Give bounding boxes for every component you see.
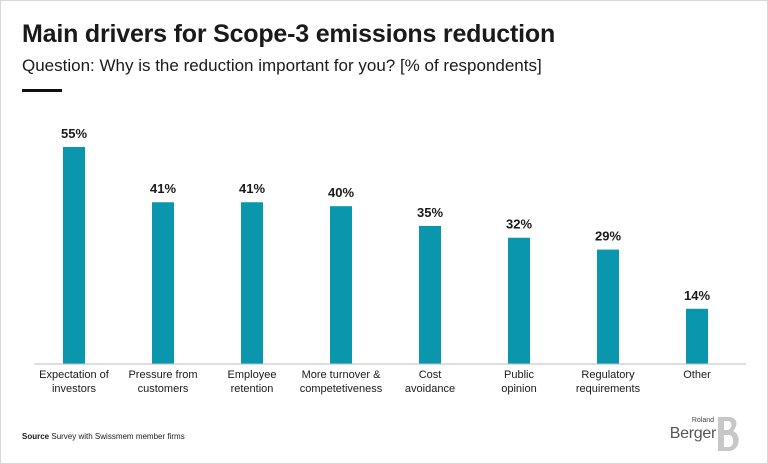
bar-7 (686, 308, 708, 364)
category-label-4-line-0: Cost (419, 369, 442, 381)
bar-1 (152, 202, 174, 364)
value-label-3: 40% (328, 185, 354, 200)
bar-4 (419, 225, 441, 364)
category-label-7-line-0: Other (683, 369, 711, 381)
bar-6 (597, 249, 619, 364)
logo-b-mark-icon (718, 417, 739, 451)
category-label-2-line-0: Employee (228, 369, 277, 381)
value-label-6: 29% (595, 229, 621, 244)
bar-0 (63, 147, 85, 364)
bar-3 (330, 206, 352, 364)
category-label-5-line-0: Public (504, 369, 534, 381)
category-label-0-line-1: investors (52, 383, 97, 395)
value-label-0: 55% (61, 126, 87, 141)
source-note: Source Survey with Swissmem member firms (22, 432, 185, 441)
roland-berger-logo: Roland Berger (662, 416, 744, 452)
title-underline (22, 89, 62, 92)
value-label-2: 41% (239, 181, 265, 196)
category-label-0-line-0: Expectation of (39, 369, 110, 381)
value-label-4: 35% (417, 205, 443, 220)
logo-roland-text: Roland (691, 417, 714, 424)
bar-2 (241, 202, 263, 364)
chart-title: Main drivers for Scope-3 emissions reduc… (22, 20, 556, 48)
source-label: Source (22, 432, 50, 441)
category-label-1-line-0: Pressure from (128, 369, 197, 381)
value-label-5: 32% (506, 217, 532, 232)
category-label-4-line-1: avoidance (405, 383, 455, 395)
category-label-6-line-0: Regulatory (581, 369, 635, 381)
category-label-1-line-1: customers (138, 383, 189, 395)
category-label-6-line-1: requirements (576, 383, 641, 395)
bar-5 (508, 237, 530, 364)
category-label-2-line-1: retention (231, 383, 274, 395)
value-label-7: 14% (684, 288, 710, 303)
source-text: Survey with Swissmem member firms (51, 432, 185, 441)
logo-berger-text: Berger (669, 425, 717, 442)
category-label-3-line-1: competetiveness (300, 383, 383, 395)
value-label-1: 41% (150, 181, 176, 196)
category-label-5-line-1: opinion (501, 383, 536, 395)
category-label-3-line-0: More turnover & (302, 369, 382, 381)
chart-subtitle: Question: Why is the reduction important… (22, 56, 542, 75)
